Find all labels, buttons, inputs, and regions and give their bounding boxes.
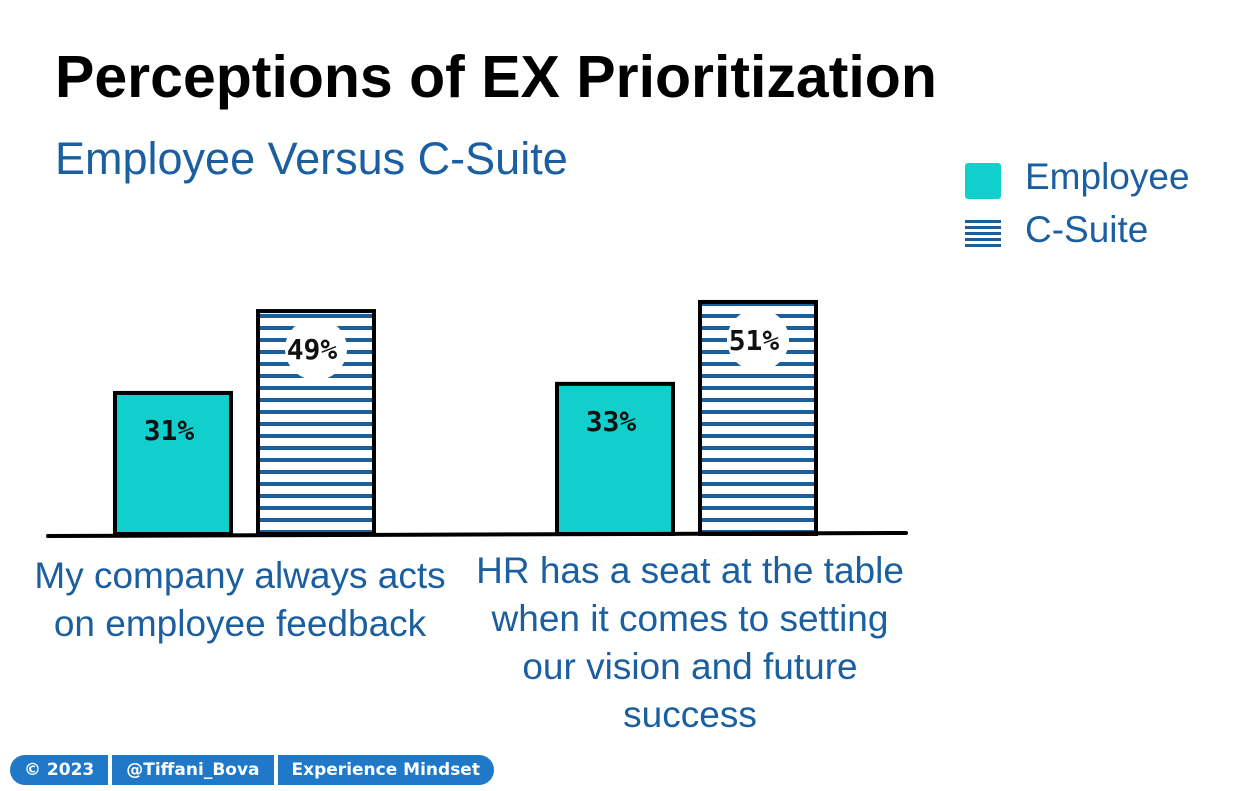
bar-employee-0 xyxy=(113,390,233,537)
category-label-1: HR has a seat at the table when it comes… xyxy=(476,550,904,735)
legend-label-csuite: C-Suite xyxy=(1025,209,1149,250)
footer-copyright: © 2023 xyxy=(10,755,109,785)
data-label-employee-0: 31% xyxy=(144,414,195,447)
data-label-csuite-0: 49% xyxy=(287,333,338,366)
footer-book-title: Experience Mindset xyxy=(277,755,494,785)
data-label-bg-csuite-0 xyxy=(285,318,347,381)
legend-item-csuite: C-Suite xyxy=(965,208,1225,252)
x-axis-line xyxy=(46,531,908,538)
category-label-0: My company always acts on employee feedb… xyxy=(34,555,446,644)
legend-swatch-employee xyxy=(965,163,1001,199)
chart-title: Perceptions of EX Prioritization xyxy=(55,44,937,110)
legend-item-employee: Employee xyxy=(965,155,1225,199)
legend-label-employee: Employee xyxy=(1025,156,1190,197)
data-label-csuite-1: 51% xyxy=(729,324,780,357)
footer-bar: © 2023 @Tiffani_Bova Experience Mindset xyxy=(10,755,494,785)
chart-subtitle: Employee Versus C-Suite xyxy=(55,133,568,184)
footer-handle: @Tiffani_Bova xyxy=(112,755,274,785)
legend-swatch-csuite xyxy=(965,220,1001,250)
data-label-employee-1: 33% xyxy=(586,405,637,438)
data-label-bg-csuite-1 xyxy=(727,308,789,371)
